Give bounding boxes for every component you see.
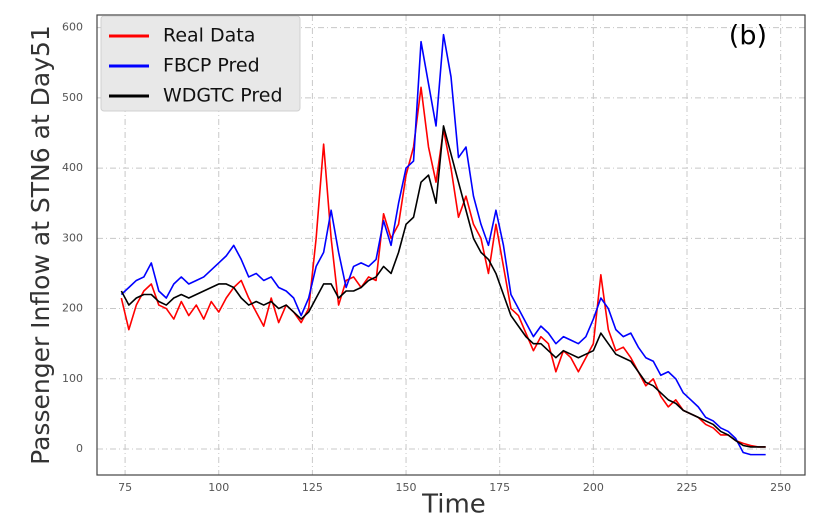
x-tick-label: 150	[396, 481, 417, 494]
x-tick-label: 100	[208, 481, 229, 494]
x-tick-label: 250	[770, 481, 791, 494]
y-tick-label: 600	[62, 21, 83, 34]
y-tick-label: 400	[62, 161, 83, 174]
data-line	[120, 33, 766, 456]
legend-label: WDGTC Pred	[163, 85, 283, 107]
legend-label: FBCP Pred	[163, 55, 260, 77]
y-tick-label: 300	[62, 231, 83, 244]
y-tick-label: 500	[62, 91, 83, 104]
y-tick-label: 100	[62, 372, 83, 385]
annotation: (b)	[729, 21, 767, 52]
x-tick-label: 200	[583, 481, 604, 494]
legend-label: Real Data	[163, 25, 255, 47]
data-line	[120, 125, 766, 448]
x-tick-label: 75	[118, 481, 132, 494]
plot-frame	[96, 14, 806, 476]
x-tick-label: 175	[489, 481, 510, 494]
y-tick-label: 0	[76, 442, 83, 455]
legend-box	[100, 15, 301, 112]
x-tick-label: 125	[302, 481, 323, 494]
y-axis-label: Passenger Inflow at STN6 at Day51	[26, 25, 55, 465]
x-axis-label: Time	[421, 490, 486, 520]
legend: Real Data FBCP Pred WDGTC Pred	[100, 15, 301, 112]
y-tick-label: 200	[62, 302, 83, 315]
x-tick-label: 225	[677, 481, 698, 494]
